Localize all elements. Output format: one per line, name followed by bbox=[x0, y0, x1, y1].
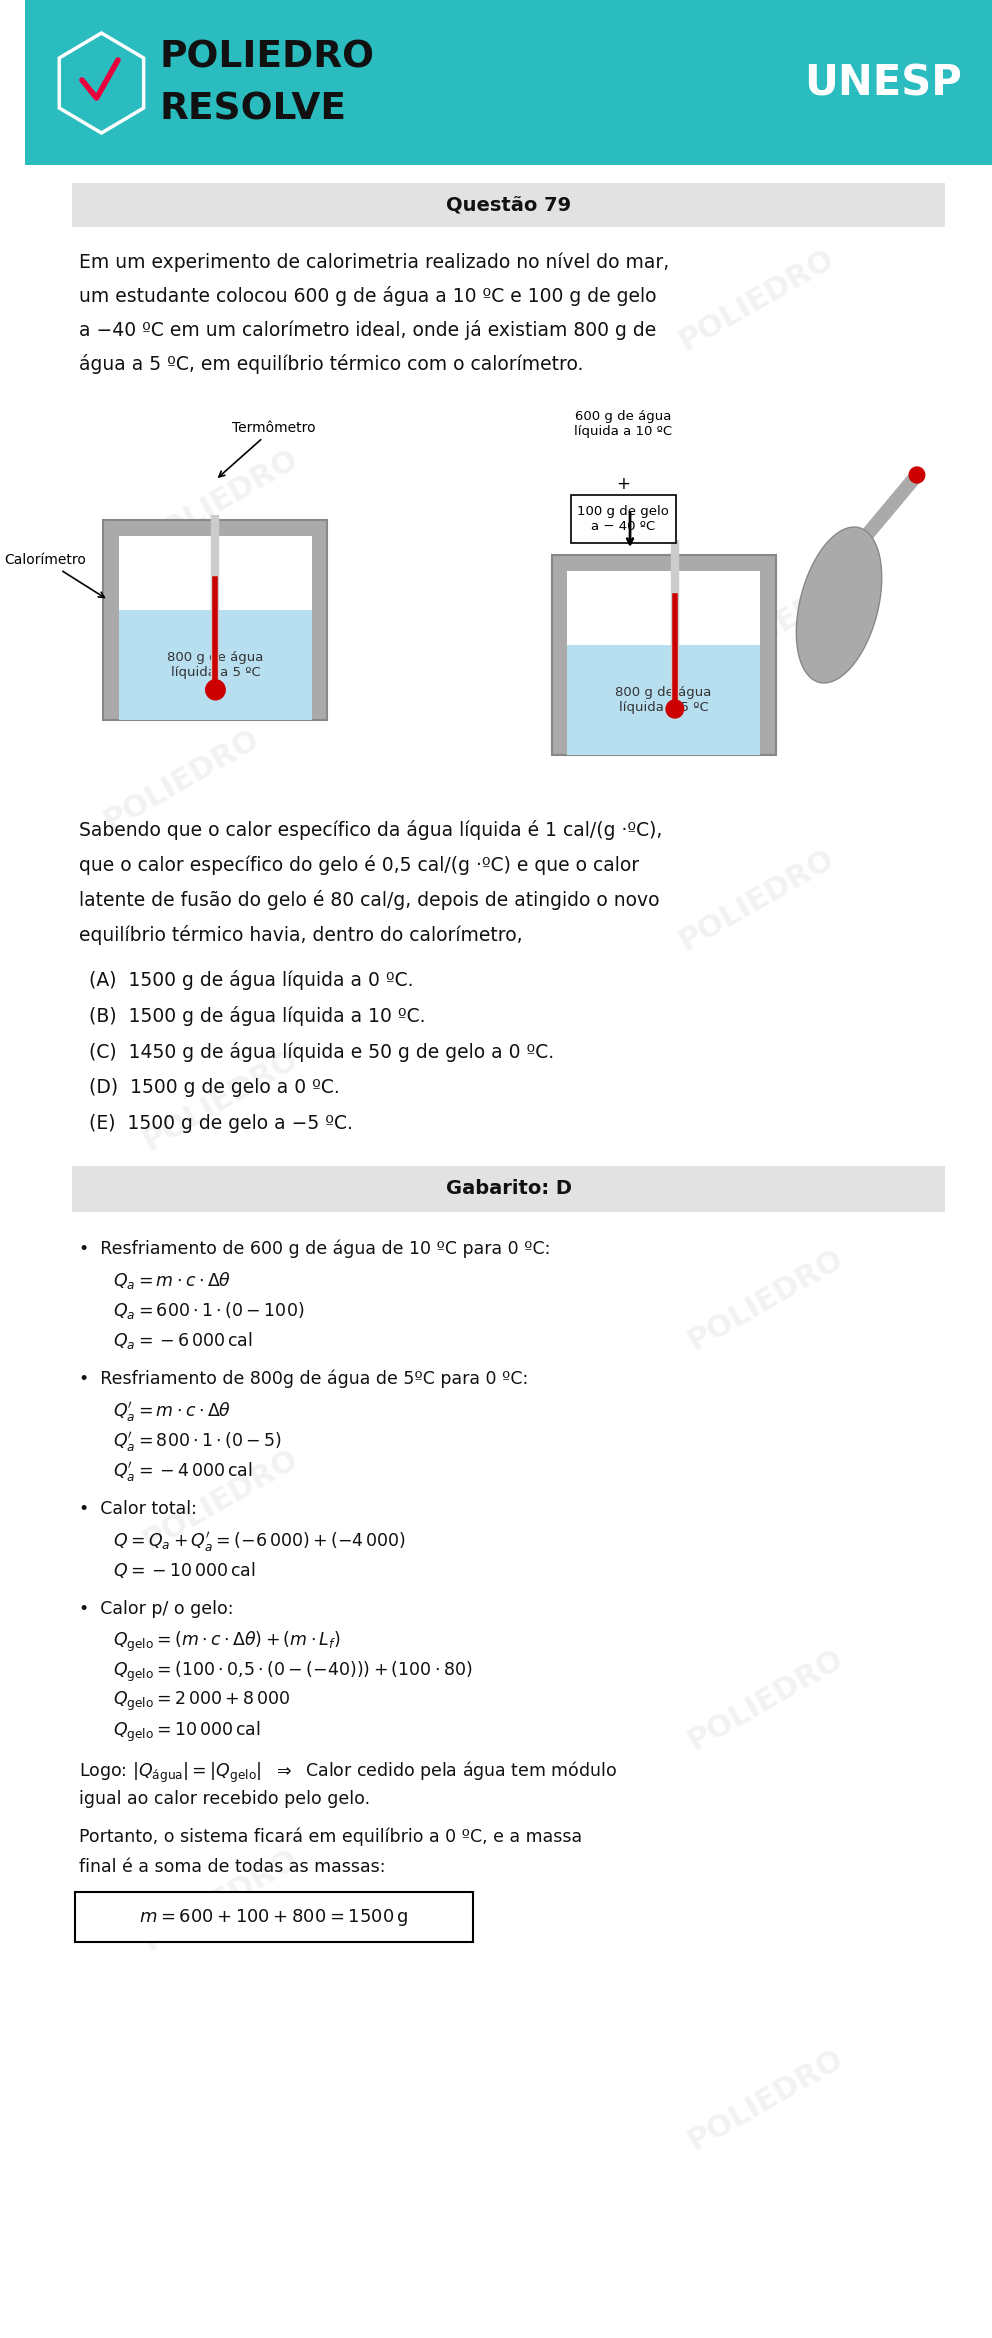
Text: +: + bbox=[616, 475, 630, 493]
Text: POLIEDRO: POLIEDRO bbox=[674, 844, 839, 956]
Text: que o calor específico do gelo é 0,5 cal/(g ·ºC) e que o calor: que o calor específico do gelo é 0,5 cal… bbox=[79, 856, 639, 874]
Circle shape bbox=[205, 680, 225, 699]
Text: POLIEDRO: POLIEDRO bbox=[138, 444, 303, 556]
FancyBboxPatch shape bbox=[567, 570, 760, 755]
Text: $Q_{\mathrm{gelo}} = (m \cdot c \cdot \Delta\theta) + (m \cdot L_f)$: $Q_{\mathrm{gelo}} = (m \cdot c \cdot \D… bbox=[113, 1630, 341, 1655]
Text: Questão 79: Questão 79 bbox=[446, 196, 571, 215]
Text: (E)  1500 g de gelo a −5 ºC.: (E) 1500 g de gelo a −5 ºC. bbox=[88, 1113, 352, 1134]
Text: POLIEDRO: POLIEDRO bbox=[138, 1043, 303, 1155]
Text: Calorímetro: Calorímetro bbox=[4, 554, 104, 599]
Text: $Q_{\mathrm{gelo}} = 2\,000 + 8\,000$: $Q_{\mathrm{gelo}} = 2\,000 + 8\,000$ bbox=[113, 1690, 291, 1714]
Circle shape bbox=[666, 699, 683, 718]
Text: 800 g de água
líquida a 5 ºC: 800 g de água líquida a 5 ºC bbox=[168, 650, 264, 678]
Text: 800 g de água
líquida a 5 ºC: 800 g de água líquida a 5 ºC bbox=[615, 685, 712, 713]
Text: a −40 ºC em um calorímetro ideal, onde já existiam 800 g de: a −40 ºC em um calorímetro ideal, onde j… bbox=[79, 320, 657, 339]
Text: •  Resfriamento de 600 g de água de 10 ºC para 0 ºC:: • Resfriamento de 600 g de água de 10 ºC… bbox=[79, 1239, 551, 1258]
Text: $Q = -10\,000\,\mathrm{cal}$: $Q = -10\,000\,\mathrm{cal}$ bbox=[113, 1559, 256, 1580]
Text: (C)  1450 g de água líquida e 50 g de gelo a 0 ºC.: (C) 1450 g de água líquida e 50 g de gel… bbox=[88, 1043, 554, 1061]
Text: latente de fusão do gelo é 80 cal/g, depois de atingido o novo: latente de fusão do gelo é 80 cal/g, dep… bbox=[79, 891, 660, 909]
Text: $m = 600 + 100 + 800 = 1500\,\mathrm{g}$: $m = 600 + 100 + 800 = 1500\,\mathrm{g}$ bbox=[139, 1905, 409, 1927]
Text: 600 g de água
líquida a 10 ºC: 600 g de água líquida a 10 ºC bbox=[574, 409, 673, 437]
Text: igual ao calor recebido pelo gelo.: igual ao calor recebido pelo gelo. bbox=[79, 1791, 370, 1807]
Text: $Q_a' = -4\,000\,\mathrm{cal}$: $Q_a' = -4\,000\,\mathrm{cal}$ bbox=[113, 1459, 253, 1485]
Text: RESOLVE: RESOLVE bbox=[160, 91, 347, 129]
Text: final é a soma de todas as massas:: final é a soma de todas as massas: bbox=[79, 1859, 386, 1875]
FancyBboxPatch shape bbox=[103, 519, 327, 720]
Text: $Q_a = 600 \cdot 1 \cdot (0 - 100)$: $Q_a = 600 \cdot 1 \cdot (0 - 100)$ bbox=[113, 1300, 305, 1321]
Text: $Q_{\mathrm{gelo}} = 10\,000\,\mathrm{cal}$: $Q_{\mathrm{gelo}} = 10\,000\,\mathrm{ca… bbox=[113, 1721, 261, 1744]
Text: POLIEDRO: POLIEDRO bbox=[674, 243, 839, 355]
Text: POLIEDRO: POLIEDRO bbox=[683, 1244, 848, 1356]
Text: Logo: $|Q_{\mathrm{água}}| = |Q_{\mathrm{gelo}}|$  $\Rightarrow$  Calor cedido p: Logo: $|Q_{\mathrm{água}}| = |Q_{\mathrm… bbox=[79, 1761, 617, 1786]
Text: POLIEDRO: POLIEDRO bbox=[98, 725, 264, 837]
Text: (D)  1500 g de gelo a 0 ºC.: (D) 1500 g de gelo a 0 ºC. bbox=[88, 1078, 339, 1097]
Circle shape bbox=[910, 468, 925, 484]
FancyBboxPatch shape bbox=[72, 182, 945, 227]
Text: Termômetro: Termômetro bbox=[219, 421, 315, 477]
Text: $Q_a = -6\,000\,\mathrm{cal}$: $Q_a = -6\,000\,\mathrm{cal}$ bbox=[113, 1330, 253, 1351]
Text: $Q_a' = m \cdot c \cdot \Delta\theta$: $Q_a' = m \cdot c \cdot \Delta\theta$ bbox=[113, 1400, 231, 1424]
Text: $Q = Q_a + Q_a' = (-6\,000) + (-4\,000)$: $Q = Q_a + Q_a' = (-6\,000) + (-4\,000)$ bbox=[113, 1529, 406, 1555]
Text: $Q_a' = 800 \cdot 1 \cdot (0 - 5)$: $Q_a' = 800 \cdot 1 \cdot (0 - 5)$ bbox=[113, 1431, 283, 1454]
Text: (A)  1500 g de água líquida a 0 ºC.: (A) 1500 g de água líquida a 0 ºC. bbox=[88, 970, 414, 989]
Text: •  Resfriamento de 800g de água de 5ºC para 0 ºC:: • Resfriamento de 800g de água de 5ºC pa… bbox=[79, 1370, 529, 1389]
Text: POLIEDRO: POLIEDRO bbox=[138, 1445, 303, 1557]
FancyBboxPatch shape bbox=[75, 1891, 472, 1943]
Text: POLIEDRO: POLIEDRO bbox=[138, 1845, 303, 1957]
Text: equilíbrio térmico havia, dentro do calorímetro,: equilíbrio térmico havia, dentro do calo… bbox=[79, 926, 523, 945]
Text: água a 5 ºC, em equilíbrio térmico com o calorímetro.: água a 5 ºC, em equilíbrio térmico com o… bbox=[79, 353, 583, 374]
Text: Em um experimento de calorimetria realizado no nível do mar,: Em um experimento de calorimetria realiz… bbox=[79, 253, 670, 271]
Text: •  Calor total:: • Calor total: bbox=[79, 1501, 196, 1517]
FancyBboxPatch shape bbox=[570, 496, 676, 542]
Text: Portanto, o sistema ficará em equilíbrio a 0 ºC, e a massa: Portanto, o sistema ficará em equilíbrio… bbox=[79, 1828, 582, 1847]
FancyBboxPatch shape bbox=[26, 0, 992, 166]
Text: 100 g de gelo
a − 40 ºC: 100 g de gelo a − 40 ºC bbox=[577, 505, 670, 533]
Text: $Q_a = m \cdot c \cdot \Delta\theta$: $Q_a = m \cdot c \cdot \Delta\theta$ bbox=[113, 1270, 231, 1291]
Text: POLIEDRO: POLIEDRO bbox=[683, 2043, 848, 2156]
Ellipse shape bbox=[797, 526, 882, 683]
Text: Gabarito: D: Gabarito: D bbox=[445, 1178, 571, 1199]
Text: (B)  1500 g de água líquida a 10 ºC.: (B) 1500 g de água líquida a 10 ºC. bbox=[88, 1005, 426, 1026]
FancyBboxPatch shape bbox=[119, 535, 311, 720]
Text: $Q_{\mathrm{gelo}} = (100 \cdot 0{,}5 \cdot (0 - (-40))) + (100 \cdot 80)$: $Q_{\mathrm{gelo}} = (100 \cdot 0{,}5 \c… bbox=[113, 1660, 473, 1683]
Text: UNESP: UNESP bbox=[804, 63, 962, 103]
Text: POLIEDRO: POLIEDRO bbox=[160, 40, 375, 77]
Text: POLIEDRO: POLIEDRO bbox=[702, 563, 868, 676]
FancyBboxPatch shape bbox=[119, 610, 311, 720]
FancyBboxPatch shape bbox=[72, 1167, 945, 1211]
Text: •  Calor p/ o gelo:: • Calor p/ o gelo: bbox=[79, 1599, 233, 1618]
Text: um estudante colocou 600 g de água a 10 ºC e 100 g de gelo: um estudante colocou 600 g de água a 10 … bbox=[79, 285, 657, 306]
Text: Sabendo que o calor específico da água líquida é 1 cal/(g ·ºC),: Sabendo que o calor específico da água l… bbox=[79, 821, 663, 839]
Text: POLIEDRO: POLIEDRO bbox=[683, 1644, 848, 1756]
FancyBboxPatch shape bbox=[552, 554, 776, 755]
FancyBboxPatch shape bbox=[567, 645, 760, 755]
